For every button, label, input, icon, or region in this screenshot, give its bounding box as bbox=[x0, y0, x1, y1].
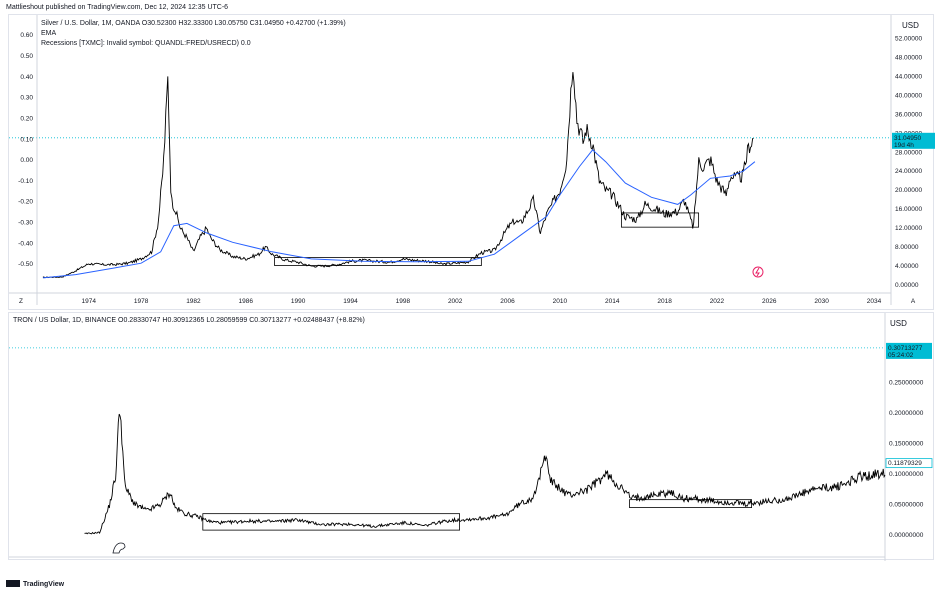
last-price-tag[interactable] bbox=[886, 342, 932, 359]
price-axis-tick-label: 0.10000000 bbox=[889, 471, 924, 478]
left-axis-tick-label: 0.60 bbox=[20, 32, 33, 39]
range-box[interactable] bbox=[629, 499, 752, 508]
time-axis-tick-label: 2014 bbox=[605, 298, 620, 305]
tron-chart-svg[interactable]: 0.25000000 0.20000000 0.15000000 0.10000000… bbox=[9, 313, 935, 561]
price-axis-tick-label: 12.00000 bbox=[895, 225, 922, 232]
left-axis-tick-label: 0.20 bbox=[20, 115, 33, 122]
left-axis-tick-label: 0.30 bbox=[20, 95, 33, 102]
price-series-line[interactable] bbox=[84, 413, 886, 535]
time-axis-tick-label: 2018 bbox=[657, 298, 672, 305]
price-axis-tick-label: 8.00000 bbox=[895, 244, 919, 251]
time-axis-tick-label: 1982 bbox=[186, 298, 201, 305]
tron-currency-label[interactable]: USD bbox=[890, 319, 907, 328]
tradingview-logo-text: TradingView bbox=[23, 581, 65, 588]
time-axis-tick-label: 1986 bbox=[239, 298, 254, 305]
price-axis-tick-label: 36.00000 bbox=[895, 111, 922, 118]
time-axis-tick-label: 2010 bbox=[553, 298, 568, 305]
price-axis-tick-label: 0.05000000 bbox=[889, 502, 924, 509]
tradingview-logo: TradingView bbox=[6, 580, 64, 588]
range-box[interactable] bbox=[202, 513, 460, 531]
left-axis-tick-label: -0.10 bbox=[18, 178, 33, 185]
price-axis-tick-label: 44.00000 bbox=[895, 73, 922, 80]
price-axis-tick-label: 28.00000 bbox=[895, 149, 922, 156]
left-axis-tick-label: 0.40 bbox=[20, 74, 33, 81]
tron-legend-symbol[interactable]: TRON / US Dollar, 1D, BINANCE O0.2833074… bbox=[13, 317, 365, 324]
left-axis-tick-label: -0.50 bbox=[18, 261, 33, 268]
price-series-line[interactable] bbox=[42, 72, 754, 279]
dino-icon bbox=[112, 542, 126, 554]
lightning-icon-bolt bbox=[755, 267, 760, 277]
time-axis-tick-label: 1978 bbox=[134, 298, 149, 305]
left-axis-tick-label: -0.20 bbox=[18, 199, 33, 206]
tron-legend: TRON / US Dollar, 1D, BINANCE O0.2833074… bbox=[13, 316, 365, 326]
left-axis-tick-label: 0.10 bbox=[20, 136, 33, 143]
price-axis-tick-label: 20.00000 bbox=[895, 187, 922, 194]
time-axis-tick-label: 1974 bbox=[81, 298, 96, 305]
silver-legend-symbol[interactable]: Silver / U.S. Dollar, 1M, OANDA O30.5230… bbox=[41, 20, 346, 27]
price-axis-tick-label: 0.20000000 bbox=[889, 410, 924, 417]
marker-price-tag[interactable] bbox=[885, 458, 933, 469]
left-axis-tick-label: 0.50 bbox=[20, 53, 33, 60]
time-axis-tick-label: 2002 bbox=[448, 298, 463, 305]
right-axis-badge: A bbox=[911, 298, 916, 305]
price-axis-tick-label: 0.25000000 bbox=[889, 380, 924, 387]
marker-price-tag-label: 0.11879329 bbox=[888, 460, 922, 467]
last-price-tag-label: 31.04950 bbox=[894, 135, 921, 142]
publisher-caption: Mattlieshout published on TradingView.co… bbox=[6, 4, 229, 11]
tron-chart-panel: 0.25000000 0.20000000 0.15000000 0.10000000… bbox=[8, 312, 935, 561]
price-axis-tick-label: 0.15000000 bbox=[889, 441, 924, 448]
price-axis-tick-label: 4.00000 bbox=[895, 263, 919, 270]
silver-chart-panel: 52.00000 48.00000 44.00000 40.00000 36.00000… bbox=[8, 14, 935, 311]
left-axis-tick-label: 0.00 bbox=[20, 157, 33, 164]
silver-legend-ema[interactable]: EMA bbox=[41, 30, 57, 37]
price-axis-tick-label: 16.00000 bbox=[895, 206, 922, 213]
last-price-tag-label: 0.30713277 bbox=[888, 345, 923, 352]
price-axis-tick-label: 0.00000000 bbox=[889, 532, 924, 539]
bar-countdown-label: 19d 4h bbox=[894, 142, 914, 149]
silver-currency-label[interactable]: USD bbox=[902, 21, 919, 30]
left-axis-tick-label: -0.40 bbox=[18, 240, 33, 247]
left-axis-tick-label: -0.30 bbox=[18, 220, 33, 227]
last-price-tag[interactable] bbox=[892, 132, 935, 149]
time-axis-tick-label: 1998 bbox=[396, 298, 411, 305]
price-axis-tick-label: 40.00000 bbox=[895, 92, 922, 99]
lightning-icon[interactable] bbox=[752, 266, 764, 278]
left-axis-badge: Z bbox=[19, 298, 23, 305]
time-axis-tick-label: 2034 bbox=[867, 298, 882, 305]
time-axis-tick-label: 2022 bbox=[710, 298, 725, 305]
silver-legend: Silver / U.S. Dollar, 1M, OANDA O30.5230… bbox=[41, 19, 346, 49]
time-axis-tick-label: 1994 bbox=[343, 298, 358, 305]
time-axis-tick-label: 2030 bbox=[814, 298, 829, 305]
price-axis-tick-label: 0.00000 bbox=[895, 282, 919, 289]
range-box[interactable] bbox=[274, 257, 482, 266]
price-axis-tick-label: 52.00000 bbox=[895, 35, 922, 42]
silver-chart-svg[interactable]: 52.00000 48.00000 44.00000 40.00000 36.00000… bbox=[9, 15, 935, 311]
ema-line[interactable] bbox=[42, 149, 756, 279]
time-axis-tick-label: 2026 bbox=[762, 298, 777, 305]
time-axis-tick-label: 2006 bbox=[500, 298, 515, 305]
silver-legend-recessions[interactable]: Recessions [TXMC]: Invalid symbol: QUAND… bbox=[41, 40, 251, 47]
tradingview-logo-icon bbox=[6, 580, 20, 587]
price-axis-tick-label: 24.00000 bbox=[895, 168, 922, 175]
price-axis-tick-label: 48.00000 bbox=[895, 54, 922, 61]
bar-countdown-label: 05:24:02 bbox=[888, 352, 914, 359]
time-axis-tick-label: 1990 bbox=[291, 298, 306, 305]
